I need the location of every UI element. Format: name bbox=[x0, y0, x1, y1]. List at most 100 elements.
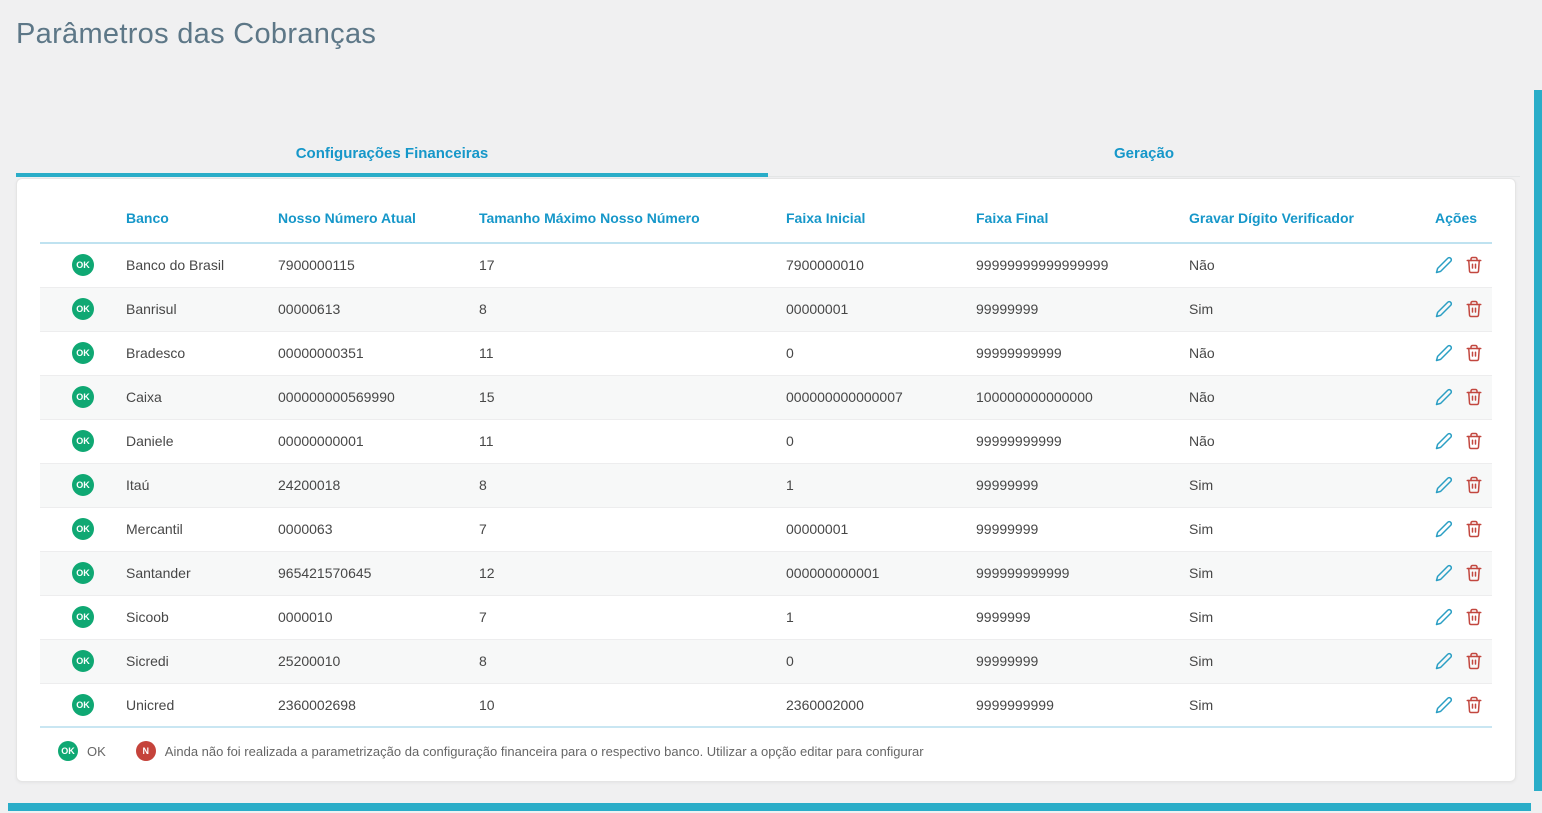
trash-icon bbox=[1465, 608, 1483, 626]
table-row: OK Banco do Brasil 7900000115 17 7900000… bbox=[40, 243, 1492, 288]
status-ok-badge: OK bbox=[72, 474, 94, 496]
cell-gravar-digito: Não bbox=[1189, 419, 1425, 464]
delete-button[interactable] bbox=[1465, 388, 1483, 406]
table-row: OK Santander 965421570645 12 00000000000… bbox=[40, 551, 1492, 596]
status-ok-badge: OK bbox=[72, 298, 94, 320]
tab-configuracoes-financeiras[interactable]: Configurações Financeiras bbox=[16, 134, 768, 177]
edit-button[interactable] bbox=[1435, 256, 1453, 274]
cell-nosso-numero-atual: 00000000351 bbox=[278, 331, 479, 376]
cell-faixa-final: 999999999999 bbox=[976, 551, 1189, 596]
status-ok-badge: OK bbox=[72, 606, 94, 628]
delete-button[interactable] bbox=[1465, 564, 1483, 582]
cell-faixa-inicial: 000000000000007 bbox=[786, 375, 976, 420]
cell-faixa-inicial: 0 bbox=[786, 419, 976, 464]
edit-button[interactable] bbox=[1435, 344, 1453, 362]
edit-button[interactable] bbox=[1435, 388, 1453, 406]
vertical-scrollbar[interactable] bbox=[1534, 90, 1542, 791]
delete-button[interactable] bbox=[1465, 300, 1483, 318]
cell-banco: Santander bbox=[126, 551, 278, 596]
status-ok-badge: OK bbox=[72, 518, 94, 540]
edit-button[interactable] bbox=[1435, 564, 1453, 582]
cell-faixa-inicial: 1 bbox=[786, 463, 976, 508]
tab-bar: Configurações Financeiras Geração bbox=[16, 134, 1520, 177]
cell-banco: Caixa bbox=[126, 375, 278, 420]
cell-gravar-digito: Sim bbox=[1189, 551, 1425, 596]
column-header-faixa-final: Faixa Final bbox=[976, 193, 1189, 244]
legend-n-label: Ainda não foi realizada a parametrização… bbox=[164, 743, 924, 759]
legend-n-badge: N bbox=[135, 741, 156, 761]
cell-faixa-final: 99999999999 bbox=[976, 331, 1189, 376]
pencil-icon bbox=[1435, 696, 1453, 714]
cell-gravar-digito: Sim bbox=[1189, 463, 1425, 508]
column-header-gravar-digito: Gravar Dígito Verificador bbox=[1189, 193, 1425, 244]
cell-faixa-final: 100000000000000 bbox=[976, 375, 1189, 420]
cell-gravar-digito: Sim bbox=[1189, 639, 1425, 684]
cell-faixa-inicial: 0 bbox=[786, 639, 976, 684]
table-row: OK Unicred 2360002698 10 2360002000 9999… bbox=[40, 683, 1492, 728]
column-header-tamanho-maximo: Tamanho Máximo Nosso Número bbox=[479, 193, 786, 244]
cell-banco: Itaú bbox=[126, 463, 278, 508]
delete-button[interactable] bbox=[1465, 432, 1483, 450]
cell-banco: Sicoob bbox=[126, 595, 278, 640]
table-row: OK Bradesco 00000000351 11 0 99999999999… bbox=[40, 331, 1492, 376]
cell-faixa-inicial: 000000000001 bbox=[786, 551, 976, 596]
tab-geracao[interactable]: Geração bbox=[768, 134, 1520, 177]
cell-nosso-numero-atual: 24200018 bbox=[278, 463, 479, 508]
cell-tamanho-maximo: 12 bbox=[479, 551, 786, 596]
table-row: OK Itaú 24200018 8 1 99999999 Sim bbox=[40, 463, 1492, 508]
delete-button[interactable] bbox=[1465, 476, 1483, 494]
edit-button[interactable] bbox=[1435, 520, 1453, 538]
edit-button[interactable] bbox=[1435, 300, 1453, 318]
delete-button[interactable] bbox=[1465, 256, 1483, 274]
cell-banco: Sicredi bbox=[126, 639, 278, 684]
status-ok-badge: OK bbox=[72, 430, 94, 452]
edit-button[interactable] bbox=[1435, 652, 1453, 670]
edit-button[interactable] bbox=[1435, 696, 1453, 714]
trash-icon bbox=[1465, 652, 1483, 670]
column-header-banco: Banco bbox=[126, 193, 278, 244]
table-header-row: Banco Nosso Número Atual Tamanho Máximo … bbox=[40, 193, 1492, 244]
cell-gravar-digito: Não bbox=[1189, 375, 1425, 420]
cell-banco: Unicred bbox=[126, 683, 278, 728]
delete-button[interactable] bbox=[1465, 520, 1483, 538]
status-ok-badge: OK bbox=[72, 342, 94, 364]
pencil-icon bbox=[1435, 608, 1453, 626]
trash-icon bbox=[1465, 256, 1483, 274]
delete-button[interactable] bbox=[1465, 652, 1483, 670]
pencil-icon bbox=[1435, 388, 1453, 406]
cell-faixa-inicial: 0 bbox=[786, 331, 976, 376]
status-ok-badge: OK bbox=[72, 386, 94, 408]
cell-faixa-inicial: 2360002000 bbox=[786, 683, 976, 728]
cell-tamanho-maximo: 17 bbox=[479, 243, 786, 288]
pencil-icon bbox=[1435, 564, 1453, 582]
cell-gravar-digito: Não bbox=[1189, 243, 1425, 288]
trash-icon bbox=[1465, 520, 1483, 538]
edit-button[interactable] bbox=[1435, 608, 1453, 626]
table-row: OK Daniele 00000000001 11 0 99999999999 … bbox=[40, 419, 1492, 464]
cell-tamanho-maximo: 11 bbox=[479, 331, 786, 376]
cell-faixa-final: 99999999 bbox=[976, 463, 1189, 508]
cell-tamanho-maximo: 10 bbox=[479, 683, 786, 728]
table-row: OK Sicredi 25200010 8 0 99999999 Sim bbox=[40, 639, 1492, 684]
cell-faixa-final: 99999999 bbox=[976, 287, 1189, 332]
cell-banco: Banco do Brasil bbox=[126, 243, 278, 288]
cell-tamanho-maximo: 11 bbox=[479, 419, 786, 464]
pencil-icon bbox=[1435, 476, 1453, 494]
cell-banco: Mercantil bbox=[126, 507, 278, 552]
edit-button[interactable] bbox=[1435, 476, 1453, 494]
delete-button[interactable] bbox=[1465, 608, 1483, 626]
pencil-icon bbox=[1435, 256, 1453, 274]
cell-faixa-final: 99999999999999999 bbox=[976, 243, 1189, 288]
pencil-icon bbox=[1435, 520, 1453, 538]
cell-nosso-numero-atual: 0000010 bbox=[278, 595, 479, 640]
cell-nosso-numero-atual: 000000000569990 bbox=[278, 375, 479, 420]
delete-button[interactable] bbox=[1465, 344, 1483, 362]
cell-banco: Bradesco bbox=[126, 331, 278, 376]
cell-tamanho-maximo: 8 bbox=[479, 287, 786, 332]
bank-parameters-table: Banco Nosso Número Atual Tamanho Máximo … bbox=[40, 193, 1492, 728]
cell-nosso-numero-atual: 00000000001 bbox=[278, 419, 479, 464]
horizontal-scrollbar[interactable] bbox=[8, 803, 1531, 811]
edit-button[interactable] bbox=[1435, 432, 1453, 450]
delete-button[interactable] bbox=[1465, 696, 1483, 714]
cell-nosso-numero-atual: 0000063 bbox=[278, 507, 479, 552]
